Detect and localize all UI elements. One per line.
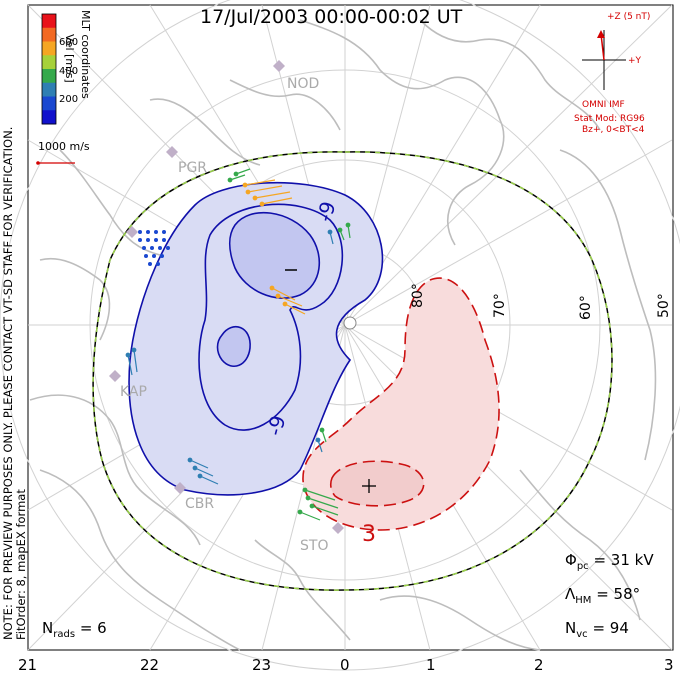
colorbar-segment (42, 69, 56, 84)
colorbar-segment (42, 96, 56, 111)
colorbar-side-label: MLT coordinates (79, 10, 92, 99)
stat-nrads: Nrads = 6 (42, 619, 107, 640)
mlt-label-22: 22 (140, 656, 160, 674)
note-line-2: FitOrder: 8, mapEX format (14, 489, 28, 640)
colorbar-segment (42, 110, 56, 125)
plot-frame (27, 4, 674, 651)
colorbar-tick-200: 200 (59, 94, 79, 105)
lat-60: 60° (578, 295, 594, 320)
preview-note: NOTE: FOR PREVIEW PURPOSES ONLY. PLEASE … (1, 127, 28, 640)
map-title: 17/Jul/2003 00:00-00:02 UT (200, 6, 463, 28)
colorbar-tick-400: 400 (59, 66, 79, 77)
positive-contour-2 (329, 460, 425, 507)
coastlines (29, 19, 657, 651)
stat-nvc: Nvc = 94 (565, 619, 629, 640)
hm-boundary-dash (92, 151, 613, 591)
imf-condition: Bz+, 0<BT<4 (582, 125, 645, 135)
imf-axis-z: +Z (5 nT) (607, 12, 651, 22)
contour-label-pos: 3 (362, 522, 376, 547)
negative-contour-2 (198, 203, 344, 431)
station-pgr: PGR (178, 160, 208, 176)
mlt-label-2: 2 (534, 656, 544, 674)
mlt-label-23: 23 (252, 656, 272, 674)
colorbar-segment (42, 55, 56, 70)
imf-dial (582, 30, 626, 90)
pole-marker (343, 316, 357, 330)
colorbar-segment (42, 27, 56, 42)
negative-contour-4 (216, 325, 251, 368)
lat-70: 70° (492, 293, 508, 318)
imf-axis-y: +Y (628, 56, 642, 66)
mlt-label-3: 3 (664, 656, 674, 674)
mlt-label-0: 0 (340, 656, 350, 674)
colorbar-segment (42, 41, 56, 56)
station-cbr: CBR (185, 496, 215, 512)
imf-stat-mod: Stat Mod: RG96 (574, 114, 645, 124)
station-sto: STO (300, 538, 329, 554)
imf-source: OMNI IMF (582, 100, 625, 110)
stat-phi-pc: Φpc = 31 kV (565, 551, 654, 572)
mlt-label-1: 1 (426, 656, 436, 674)
station-nod: NOD (287, 76, 320, 92)
colorbar-segment (42, 14, 56, 29)
negative-contour-3 (228, 211, 321, 299)
lat-80: 80° (410, 283, 426, 308)
stat-lambda-hm: ΛHM = 58° (565, 585, 641, 606)
mlt-label-21: 21 (18, 656, 38, 674)
colorbar-segment (42, 82, 56, 97)
lat-50: 50° (656, 293, 672, 318)
velocity-vectors (125, 168, 351, 521)
station-kap: KAP (120, 384, 147, 400)
colorbar-tick-600: 600 (59, 37, 79, 48)
station-markers (109, 60, 344, 534)
velocity-colorbar (42, 14, 56, 125)
scale-vector-label: 1000 m/s (38, 140, 90, 153)
